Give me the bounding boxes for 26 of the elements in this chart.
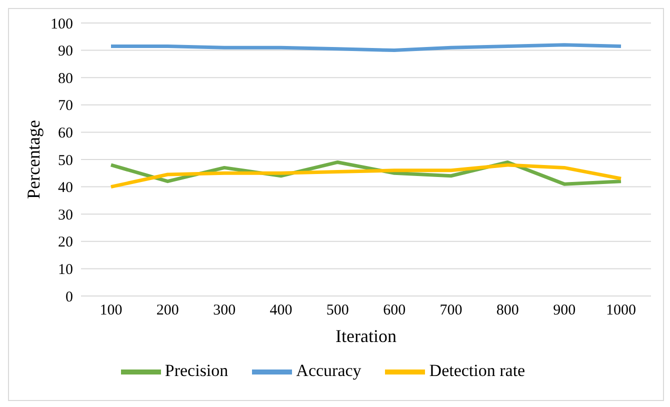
x-tick-label: 600	[383, 302, 406, 319]
x-tick-label: 800	[496, 302, 519, 319]
x-tick-label: 300	[213, 302, 236, 319]
y-tick-label: 90	[58, 44, 73, 60]
y-tick-label: 50	[58, 152, 73, 169]
y-tick-label: 30	[58, 207, 73, 224]
y-tick-label: 10	[58, 262, 73, 278]
x-tick-label: 400	[270, 302, 292, 319]
y-tick-label: 100	[50, 16, 73, 32]
x-axis-title: Iteration	[336, 326, 396, 346]
legend-label: Detection rate	[429, 360, 526, 380]
x-tick-label: 700	[440, 302, 462, 319]
y-tick-label: 40	[58, 180, 73, 196]
x-tick-label: 1000	[606, 302, 636, 319]
x-tick-label: 500	[326, 302, 349, 319]
y-tick-label: 70	[58, 98, 73, 114]
y-tick-label: 80	[58, 70, 73, 87]
legend-label: Precision	[164, 360, 228, 380]
x-tick-label: 200	[156, 302, 179, 319]
x-tick-label: 100	[100, 302, 122, 319]
y-tick-label: 0	[66, 289, 73, 306]
y-tick-label: 20	[58, 234, 73, 251]
x-tick-label: 900	[553, 302, 576, 319]
legend-label: Accuracy	[296, 360, 362, 380]
y-tick-label: 60	[58, 126, 73, 142]
y-axis-title: Percentage	[23, 120, 44, 199]
